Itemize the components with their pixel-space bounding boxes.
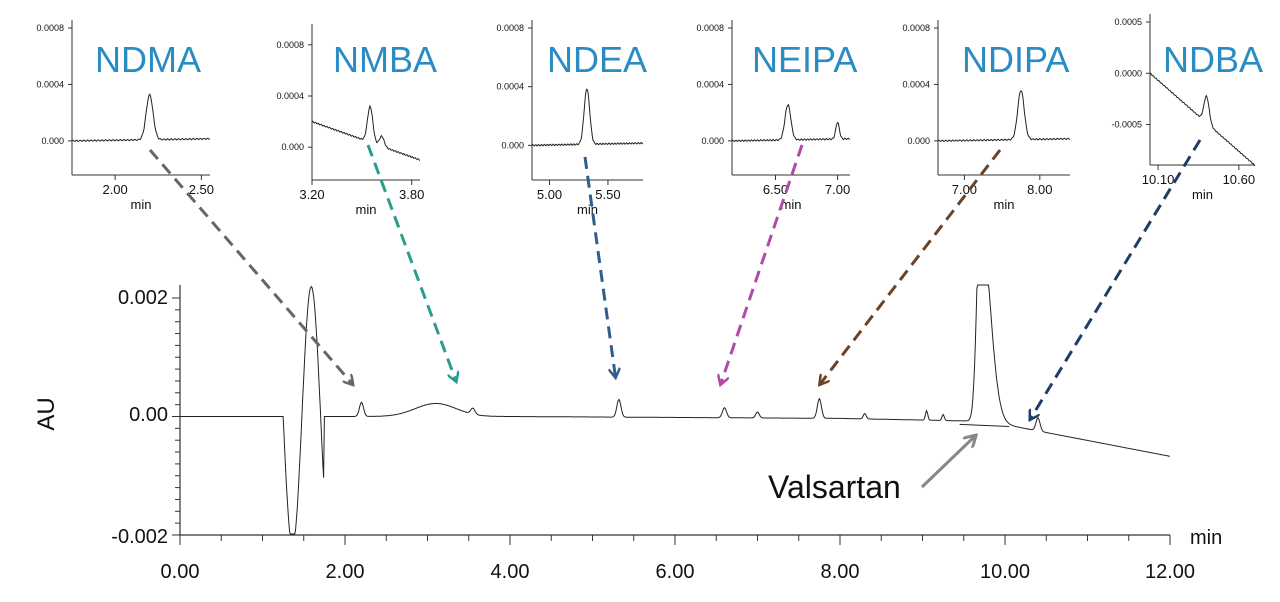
valsartan-baseline: [959, 423, 1010, 428]
inset-y-tick-label: 0.000: [41, 136, 64, 146]
main-x-tick-label: 4.00: [491, 561, 530, 583]
main-x-tick-label: 8.00: [821, 561, 860, 583]
main-y-tick-label: -0.002: [111, 526, 168, 548]
inset-neipa: NEIPA 0.000 0.0004 0.0008 6.50 7.00 min: [696, 20, 857, 212]
inset-title: NDBA: [1163, 39, 1263, 80]
main-x-axis-label: min: [1190, 527, 1222, 549]
main-y-tick-label: 0.002: [118, 287, 168, 309]
main-x-ticks: [179, 535, 1171, 545]
inset-y-tick-label: 0.000: [501, 140, 524, 150]
inset-x-axis-label: min: [1192, 187, 1213, 202]
inset-x-tick-label: 7.00: [825, 182, 850, 197]
inset-y-tick-label: 0.0004: [496, 82, 524, 92]
inset-trace-line: [1149, 72, 1256, 167]
arrow-ndma: [148, 149, 353, 385]
main-y-tick-label: 0.00: [129, 404, 168, 426]
main-y-axis-label: AU: [33, 397, 60, 430]
inset-x-tick-label: 2.50: [189, 182, 214, 197]
inset-ndba: NDBA -0.0005 0.0000 0.0005 10.10 10.60 min: [1111, 14, 1263, 202]
main-x-tick-label: 12.00: [1145, 561, 1195, 583]
inset-x-tick-label: 8.00: [1027, 182, 1052, 197]
main-trace-line: [180, 284, 1171, 535]
arrow-ndipa: [819, 149, 1002, 385]
main-x-tick-label: 0.00: [161, 561, 200, 583]
main-x-tick-label: 6.00: [656, 561, 695, 583]
inset-y-tick-label: 0.000: [281, 142, 304, 152]
inset-y-tick-label: 0.000: [907, 136, 930, 146]
inset-y-tick-label: 0.0004: [36, 79, 64, 89]
insets: NDMA 0.000 0.0004 0.0008 2.00 2.50 min NMBA 0.00…: [36, 14, 1263, 217]
valsartan-label: Valsartan: [768, 469, 901, 505]
inset-title: NDMA: [95, 39, 201, 80]
inset-title: NDIPA: [962, 39, 1069, 80]
inset-title: NDEA: [547, 39, 647, 80]
main-x-tick-label: 2.00: [326, 561, 365, 583]
inset-ndma: NDMA 0.000 0.0004 0.0008 2.00 2.50 min: [36, 20, 214, 212]
inset-y-tick-label: 0.0004: [696, 79, 724, 89]
inset-title: NMBA: [333, 39, 437, 80]
inset-y-tick-label: 0.0004: [276, 91, 304, 101]
inset-y-tick-label: 0.0000: [1114, 68, 1142, 78]
inset-trace-line: [71, 93, 211, 143]
inset-y-tick-label: 0.0008: [496, 23, 524, 33]
inset-x-tick-label: 5.00: [537, 187, 562, 202]
main-y-ticks: [172, 297, 180, 536]
inset-y-tick-label: 0.0008: [696, 23, 724, 33]
inset-y-tick-label: 0.0005: [1114, 17, 1142, 27]
arrow-ndba: [1028, 139, 1202, 420]
inset-x-axis-label: min: [577, 202, 598, 217]
inset-title: NEIPA: [752, 39, 857, 80]
main-chromatogram: 0.002 0.00 -0.002 0.00 2.00 4.00 6.00 8.…: [33, 284, 1222, 583]
inset-x-tick-label: 10.60: [1223, 172, 1256, 187]
inset-x-tick-label: 3.80: [399, 187, 424, 202]
inset-x-axis-label: min: [131, 197, 152, 212]
inset-x-tick-label: 3.20: [299, 187, 324, 202]
inset-nmba: NMBA 0.000 0.0004 0.0008 3.20 3.80 min: [276, 24, 437, 217]
callout-arrows: [148, 139, 1202, 489]
inset-y-tick-label: -0.0005: [1111, 120, 1142, 130]
inset-y-tick-label: 0.0008: [902, 23, 930, 33]
inset-y-tick-label: 0.0004: [902, 79, 930, 89]
arrow-neipa: [720, 144, 804, 385]
inset-y-tick-label: 0.0008: [276, 40, 304, 50]
arrow-nmba: [366, 144, 456, 382]
arrow-valsartan: [920, 435, 976, 489]
inset-trace-line: [531, 88, 643, 147]
inset-x-tick-label: 5.50: [595, 187, 620, 202]
inset-trace-line: [311, 104, 421, 161]
inset-x-axis-label: min: [994, 197, 1015, 212]
inset-x-axis-label: min: [781, 197, 802, 212]
main-x-tick-label: 10.00: [980, 561, 1030, 583]
inset-trace-line: [731, 104, 851, 143]
inset-trace-line: [937, 89, 1071, 143]
inset-x-axis-label: min: [356, 202, 377, 217]
inset-y-tick-label: 0.0008: [36, 23, 64, 33]
inset-x-tick-label: 2.00: [102, 182, 127, 197]
inset-x-tick-label: 10.10: [1142, 172, 1175, 187]
inset-x-tick-label: 6.50: [763, 182, 788, 197]
inset-y-tick-label: 0.000: [701, 136, 724, 146]
